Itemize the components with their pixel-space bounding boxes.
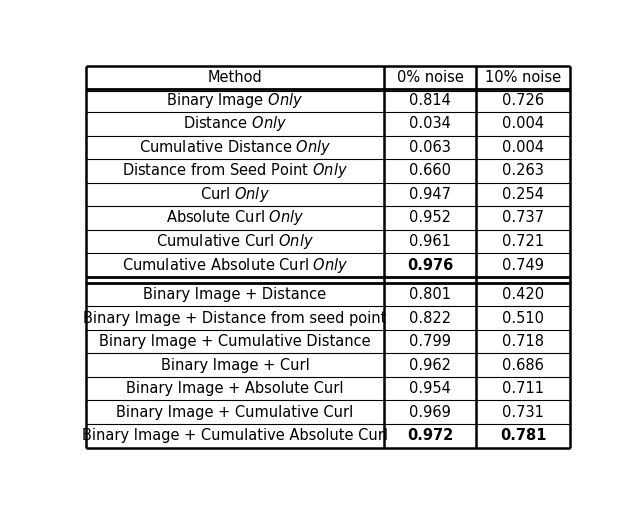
Text: Curl $\mathit{Only}$: Curl $\mathit{Only}$ [200, 185, 270, 204]
Text: 0.686: 0.686 [502, 358, 544, 373]
Text: 0.731: 0.731 [502, 405, 544, 420]
Text: 0.254: 0.254 [502, 187, 544, 202]
Text: 0.420: 0.420 [502, 287, 544, 302]
Text: Distance $\mathit{Only}$: Distance $\mathit{Only}$ [183, 114, 287, 134]
Text: 0.726: 0.726 [502, 93, 544, 108]
Text: Binary Image + Cumulative Distance: Binary Image + Cumulative Distance [99, 334, 371, 349]
Text: 0.962: 0.962 [409, 358, 451, 373]
Text: Binary Image + Cumulative Curl: Binary Image + Cumulative Curl [116, 405, 353, 420]
Text: Binary Image + Cumulative Absolute Curl: Binary Image + Cumulative Absolute Curl [82, 428, 388, 443]
Text: 0.799: 0.799 [409, 334, 451, 349]
Text: 0.004: 0.004 [502, 140, 544, 155]
Text: Binary Image $\mathit{Only}$: Binary Image $\mathit{Only}$ [166, 91, 303, 110]
Text: 0.969: 0.969 [409, 405, 451, 420]
Text: 0.718: 0.718 [502, 334, 544, 349]
Text: 0.749: 0.749 [502, 258, 544, 272]
Text: 0.063: 0.063 [409, 140, 451, 155]
Text: Distance from Seed Point $\mathit{Only}$: Distance from Seed Point $\mathit{Only}$ [122, 162, 348, 180]
Text: 0.954: 0.954 [409, 381, 451, 396]
Text: 10% noise: 10% noise [485, 70, 561, 85]
Text: 0% noise: 0% noise [397, 70, 463, 85]
Text: 0.510: 0.510 [502, 311, 544, 326]
Text: 0.263: 0.263 [502, 164, 544, 178]
Text: 0.972: 0.972 [407, 428, 453, 443]
Text: Binary Image + Curl: Binary Image + Curl [161, 358, 309, 373]
Text: Binary Image + Distance: Binary Image + Distance [143, 287, 326, 302]
Text: 0.737: 0.737 [502, 210, 544, 226]
Text: Method: Method [207, 70, 262, 85]
Text: 0.004: 0.004 [502, 116, 544, 132]
Text: 0.801: 0.801 [409, 287, 451, 302]
Text: Cumulative Distance $\mathit{Only}$: Cumulative Distance $\mathit{Only}$ [139, 138, 331, 157]
Text: 0.952: 0.952 [409, 210, 451, 226]
Text: 0.034: 0.034 [409, 116, 451, 132]
Text: 0.947: 0.947 [409, 187, 451, 202]
Text: 0.721: 0.721 [502, 234, 544, 249]
Text: Cumulative Curl $\mathit{Only}$: Cumulative Curl $\mathit{Only}$ [156, 232, 314, 251]
Text: 0.976: 0.976 [407, 258, 453, 272]
Text: 0.814: 0.814 [409, 93, 451, 108]
Text: Binary Image + Distance from seed point: Binary Image + Distance from seed point [83, 311, 387, 326]
Text: 0.781: 0.781 [500, 428, 547, 443]
Text: 0.660: 0.660 [409, 164, 451, 178]
Text: Absolute Curl $\mathit{Only}$: Absolute Curl $\mathit{Only}$ [166, 208, 304, 228]
Text: 0.711: 0.711 [502, 381, 544, 396]
Text: 0.961: 0.961 [409, 234, 451, 249]
Text: Binary Image + Absolute Curl: Binary Image + Absolute Curl [126, 381, 344, 396]
Text: 0.822: 0.822 [409, 311, 451, 326]
Text: Cumulative Absolute Curl $\mathit{Only}$: Cumulative Absolute Curl $\mathit{Only}$ [122, 256, 348, 274]
